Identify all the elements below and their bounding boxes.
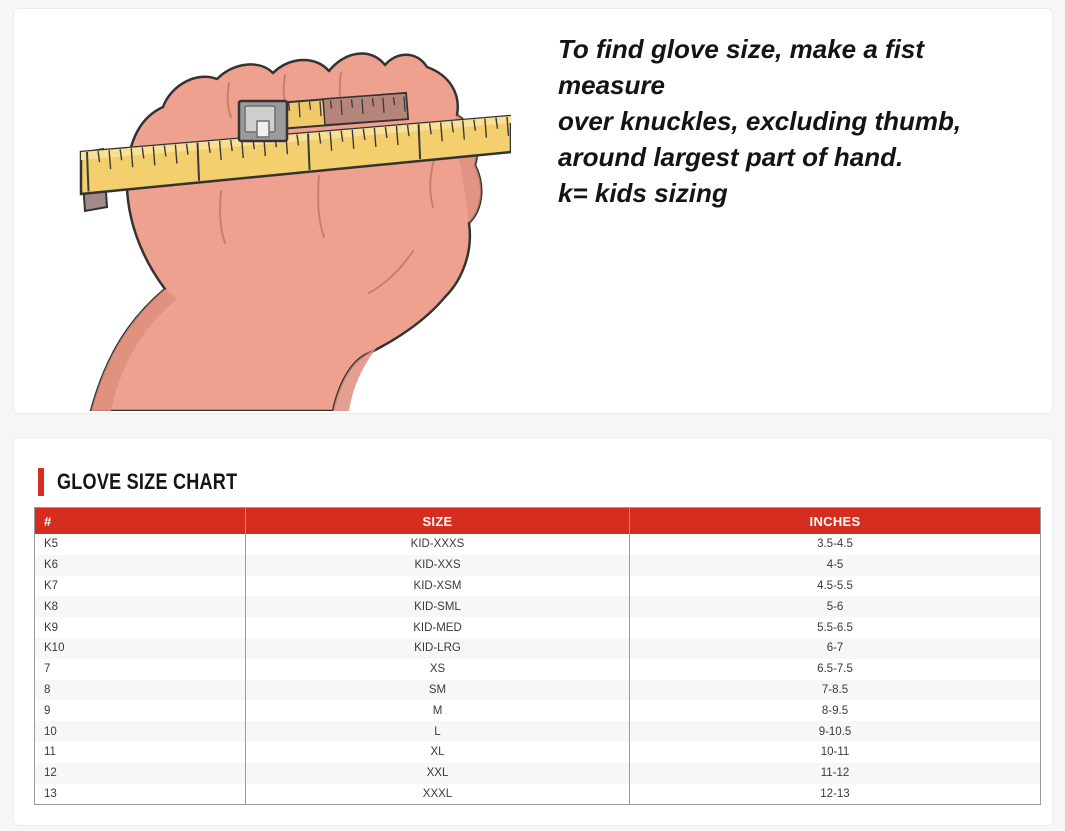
instruction-line: over knuckles, excluding thumb, (558, 106, 962, 136)
cell-size: M (245, 700, 630, 722)
cell-number: K7 (44, 579, 59, 592)
chart-title-row: GLOVE SIZE CHART (38, 467, 277, 496)
cell-inches: 4-5 (629, 554, 1041, 576)
cell-inches: 6.5-7.5 (629, 658, 1041, 680)
measuring-instructions-card: To find glove size, make a fist measure … (13, 8, 1053, 414)
cell-number: 13 (44, 787, 57, 800)
table-row: K6 KID-XXS 4-5 (34, 554, 1041, 576)
table-row: K7 KID-XSM 4.5-5.5 (34, 575, 1041, 597)
cell-inches: 3.5-4.5 (629, 534, 1041, 555)
table-row: 13 XXXL 12-13 (34, 783, 1041, 805)
table-row: 11 XL 10-11 (34, 741, 1041, 763)
table-row: 8 SM 7-8.5 (34, 679, 1041, 701)
column-header-inches: INCHES (629, 507, 1041, 534)
cell-number: K8 (44, 600, 59, 613)
wrist-shadow-right (333, 347, 377, 411)
table-row: 10 L 9-10.5 (34, 721, 1041, 742)
cell-size: SM (245, 679, 630, 701)
instruction-line: around largest part of hand. (558, 142, 904, 172)
cell-number: K10 (44, 642, 65, 655)
column-header-size: SIZE (245, 507, 630, 534)
cell-size: KID-MED (245, 617, 630, 638)
tape-upper-band (249, 91, 410, 133)
cell-inches: 4.5-5.5 (629, 575, 1041, 597)
instruction-line: k= kids sizing (558, 178, 728, 208)
cell-number: K5 (44, 538, 59, 551)
cell-inches: 12-13 (629, 783, 1041, 805)
tape-clip (237, 99, 289, 143)
cell-size: KID-LRG (245, 637, 630, 659)
cell-inches: 7-8.5 (629, 679, 1041, 701)
chart-title: GLOVE SIZE CHART (57, 468, 238, 494)
cell-number: 12 (44, 767, 57, 780)
cell-number: 9 (44, 704, 51, 717)
cell-size: XXL (245, 762, 630, 784)
cell-inches: 5-6 (629, 596, 1041, 618)
cell-size: KID-XXXS (245, 534, 630, 555)
table-row: 9 M 8-9.5 (34, 700, 1041, 722)
cell-inches: 5.5-6.5 (629, 617, 1041, 638)
cell-inches: 9-10.5 (629, 721, 1041, 742)
tape-main-band (79, 114, 511, 196)
cell-inches: 6-7 (629, 637, 1041, 659)
column-header-number: # (34, 507, 246, 534)
table-header-row: # SIZE INCHES (34, 507, 1041, 534)
table-row: K10 KID-LRG 6-7 (34, 637, 1041, 659)
cell-size: XL (245, 741, 630, 763)
cell-number: 11 (44, 746, 56, 759)
cell-inches: 11-12 (629, 762, 1041, 784)
cell-number: 10 (44, 725, 57, 738)
cell-number: K9 (44, 621, 59, 634)
cell-size: KID-XSM (245, 575, 630, 597)
cell-number: K6 (44, 559, 59, 572)
table-row: 12 XXL 11-12 (34, 762, 1041, 784)
glove-size-table: # SIZE INCHES K5 KID-XXXS 3.5-4.5 K6 KID-XXS… (34, 507, 1041, 806)
cell-inches: 8-9.5 (629, 700, 1041, 722)
cell-number: 7 (44, 663, 51, 676)
wrist-shadow-left (91, 289, 177, 411)
title-accent-bar (38, 467, 44, 496)
cell-size: XS (245, 658, 630, 680)
table-row: 7 XS 6.5-7.5 (34, 658, 1041, 680)
cell-number: 8 (44, 683, 51, 696)
glove-size-chart-card: GLOVE SIZE CHART # SIZE INCHES K5 KID-XXX… (13, 437, 1053, 826)
cell-inches: 10-11 (629, 741, 1041, 763)
table-row: K9 KID-MED 5.5-6.5 (34, 617, 1041, 638)
table-row: K8 KID-SML 5-6 (34, 596, 1041, 618)
cell-size: KID-SML (245, 596, 630, 618)
cell-size: KID-XXS (245, 554, 630, 576)
instruction-line: To find glove size, make a fist measure (558, 34, 925, 100)
measurement-instructions: To find glove size, make a fist measure … (558, 31, 1038, 211)
hand-measuring-tape-illustration (79, 52, 511, 411)
table-row: K5 KID-XXXS 3.5-4.5 (34, 534, 1041, 555)
cell-size: L (245, 721, 630, 742)
cell-size: XXXL (245, 783, 630, 805)
